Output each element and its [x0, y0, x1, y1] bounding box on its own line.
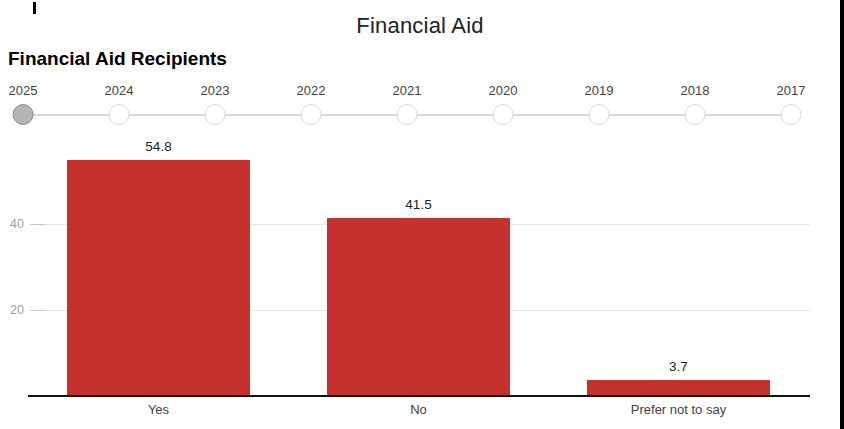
bar-no[interactable] — [327, 218, 510, 396]
bar-value-label: 41.5 — [359, 197, 479, 213]
year-label: 2020 — [489, 83, 518, 99]
cursor-artifact — [33, 2, 36, 14]
timeline-stop-2025[interactable]: 2025 — [9, 83, 38, 125]
year-dot[interactable] — [588, 104, 609, 125]
year-dot[interactable] — [396, 104, 417, 125]
timeline-stop-2018[interactable]: 2018 — [681, 83, 710, 125]
x-axis-line — [28, 395, 810, 397]
y-tick-label-20: 20 — [0, 302, 24, 318]
gridtick-40 — [30, 224, 46, 225]
year-dot[interactable] — [108, 104, 129, 125]
y-tick-label-40: 40 — [0, 216, 24, 232]
year-label: 2024 — [105, 83, 134, 99]
financial-aid-dashboard: Financial Aid Financial Aid Recipients 2… — [0, 0, 844, 429]
timeline-stop-2022[interactable]: 2022 — [297, 83, 326, 125]
year-label: 2018 — [681, 83, 710, 99]
gridtick-20 — [30, 310, 46, 311]
year-label: 2025 — [9, 83, 38, 99]
year-dot[interactable] — [780, 104, 801, 125]
window-right-border — [840, 0, 844, 429]
x-category-label-yes: Yes — [59, 402, 259, 417]
year-dot[interactable] — [300, 104, 321, 125]
page-title: Financial Aid — [0, 13, 840, 39]
bar-value-label: 3.7 — [619, 359, 739, 375]
timeline-stop-2023[interactable]: 2023 — [201, 83, 230, 125]
timeline-stop-2017[interactable]: 2017 — [777, 83, 806, 125]
year-dot[interactable] — [204, 104, 225, 125]
year-dot[interactable] — [492, 104, 513, 125]
timeline-stop-2021[interactable]: 2021 — [393, 83, 422, 125]
timeline-stop-2019[interactable]: 2019 — [585, 83, 614, 125]
bar-value-label: 54.8 — [99, 139, 219, 155]
x-category-label-prefer-not-to-say: Prefer not to say — [579, 402, 779, 417]
year-label: 2021 — [393, 83, 422, 99]
timeline-stop-2024[interactable]: 2024 — [105, 83, 134, 125]
timeline-stop-2020[interactable]: 2020 — [489, 83, 518, 125]
year-dot[interactable] — [684, 104, 705, 125]
bar-prefer-not-to-say[interactable] — [587, 380, 770, 396]
year-label: 2019 — [585, 83, 614, 99]
year-dot-selected[interactable] — [12, 104, 33, 125]
bar-yes[interactable] — [67, 160, 250, 396]
year-label: 2023 — [201, 83, 230, 99]
year-label: 2022 — [297, 83, 326, 99]
chart-title: Financial Aid Recipients — [8, 48, 227, 70]
x-category-label-no: No — [319, 402, 519, 417]
year-label: 2017 — [777, 83, 806, 99]
